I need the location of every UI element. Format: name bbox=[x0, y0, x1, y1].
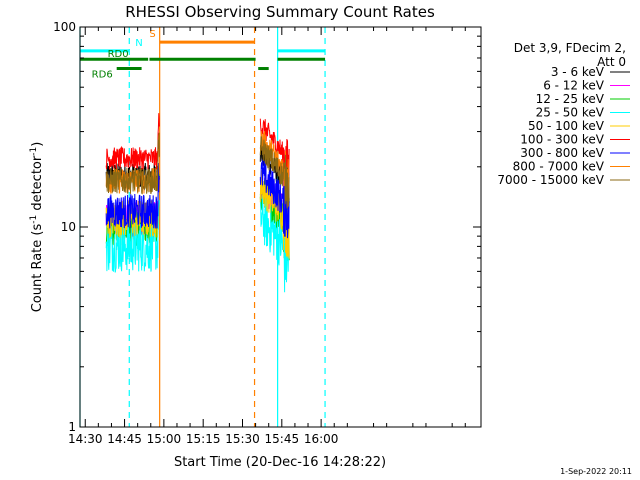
legend-label-25to50kev: 25 - 50 keV bbox=[536, 106, 605, 120]
flag-label-rd6: RD6 bbox=[92, 70, 113, 81]
legend-label-50to100kev: 50 - 100 keV bbox=[528, 119, 605, 133]
series-line-100to300kev-seg2 bbox=[259, 118, 290, 176]
legend-header-line2: Att 0 bbox=[597, 55, 626, 69]
series-line-300to800kev-seg2 bbox=[259, 159, 290, 239]
legend-label-12to25kev: 12 - 25 keV bbox=[536, 92, 605, 106]
x-tick-label-1500: 15:00 bbox=[147, 432, 182, 446]
legend-label-100to300kev: 100 - 300 keV bbox=[520, 133, 604, 147]
axes: 14:30 14:45 15:00 15:15 15:30 15:45 16:00 1 10 10… bbox=[53, 20, 481, 446]
chart-title: RHESSI Observing Summary Count Rates bbox=[125, 3, 435, 21]
y-tick-label-10: 10 bbox=[61, 220, 76, 234]
flag-label-s: S bbox=[149, 29, 155, 40]
legend-label-7000to15000kev: 7000 - 15000 keV bbox=[497, 173, 604, 187]
x-tick-label-1445: 14:45 bbox=[107, 432, 142, 446]
legend-label-300to800kev: 300 - 800 keV bbox=[520, 146, 604, 160]
y-tick-label-100: 100 bbox=[53, 20, 76, 34]
x-tick-label-1600: 16:00 bbox=[304, 432, 339, 446]
flag-bars: NS RD0 RD6 bbox=[80, 29, 326, 81]
y-tick-label-1: 1 bbox=[68, 420, 76, 434]
x-axis-label: Start Time (20-Dec-16 14:28:22) bbox=[174, 455, 386, 470]
x-tick-label-1515: 15:15 bbox=[186, 432, 221, 446]
series-lines bbox=[105, 113, 290, 293]
x-tick-label-1430: 14:30 bbox=[68, 432, 103, 446]
series-line-7000to15000kev-seg2 bbox=[259, 136, 290, 209]
legend-label-3to6kev: 3 - 6 keV bbox=[551, 65, 605, 79]
flag-label-rd0: RD0 bbox=[108, 49, 129, 60]
series-line-7000to15000kev-seg1 bbox=[105, 132, 160, 194]
series-line-100to300kev-seg1 bbox=[105, 113, 160, 170]
legend-header-line1: Det 3,9, FDecim 2, bbox=[514, 41, 626, 55]
legend-label-6to12kev: 6 - 12 keV bbox=[543, 79, 605, 93]
generation-timestamp: 1-Sep-2022 20:11 bbox=[560, 467, 632, 476]
x-tick-label-1545: 15:45 bbox=[265, 432, 300, 446]
x-tick-label-1530: 15:30 bbox=[225, 432, 260, 446]
flag-label-n: N bbox=[135, 38, 142, 49]
legend-label-800to7000kev: 800 - 7000 keV bbox=[513, 160, 605, 174]
y-axis-label: Count Rate (s-1 detector-1) bbox=[29, 142, 45, 313]
series-line-25to50kev-seg2 bbox=[259, 193, 290, 293]
series-line-300to800kev-seg1 bbox=[105, 162, 160, 229]
